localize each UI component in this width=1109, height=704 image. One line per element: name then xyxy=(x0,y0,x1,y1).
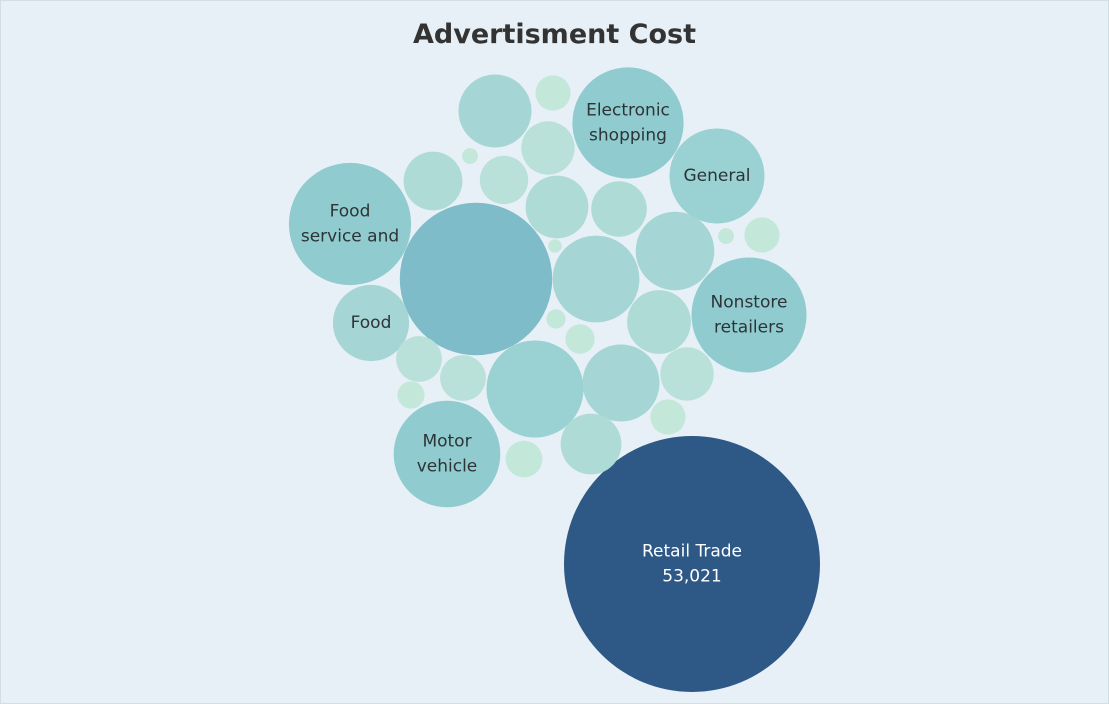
bubble[interactable]: Food service and xyxy=(288,162,412,286)
bubble[interactable] xyxy=(535,75,571,111)
bubble-circle[interactable] xyxy=(744,217,780,253)
bubble[interactable] xyxy=(399,202,553,356)
bubble[interactable] xyxy=(565,324,595,354)
bubble-circle[interactable] xyxy=(521,121,575,175)
bubble[interactable] xyxy=(505,440,543,478)
bubble-circle[interactable] xyxy=(627,290,691,354)
bubble[interactable]: Motor vehicle xyxy=(393,400,501,508)
bubble[interactable] xyxy=(486,340,584,438)
bubble[interactable]: Retail Trade 53,021 xyxy=(564,436,820,692)
bubble-circle[interactable] xyxy=(479,155,529,205)
bubble-circle[interactable] xyxy=(582,344,660,422)
bubble[interactable] xyxy=(650,399,686,435)
bubble[interactable] xyxy=(403,151,463,211)
bubble-circle[interactable] xyxy=(650,399,686,435)
bubble[interactable] xyxy=(525,175,589,239)
bubble[interactable]: General xyxy=(669,128,765,224)
bubble-label: Motor xyxy=(422,432,471,452)
bubble-label: vehicle xyxy=(417,457,478,477)
chart-title: Advertisment Cost xyxy=(413,19,696,50)
bubble-label: Food xyxy=(351,313,392,333)
bubble[interactable] xyxy=(546,309,566,329)
bubble-circle[interactable] xyxy=(669,128,765,224)
bubble[interactable] xyxy=(396,336,442,382)
bubble[interactable] xyxy=(521,121,575,175)
bubble-circle[interactable] xyxy=(565,324,595,354)
bubble-circle[interactable] xyxy=(440,355,486,401)
bubble-label: Nonstore xyxy=(711,293,788,313)
bubble-circle[interactable] xyxy=(660,347,714,401)
bubble[interactable] xyxy=(560,413,622,475)
bubble[interactable] xyxy=(718,228,734,244)
bubble[interactable]: Electronic shopping xyxy=(572,67,684,179)
bubble-label: retailers xyxy=(714,318,784,338)
bubble-label: Retail Trade xyxy=(642,542,742,562)
bubble[interactable] xyxy=(548,239,562,253)
bubble[interactable] xyxy=(440,355,486,401)
bubble[interactable]: Nonstore retailers xyxy=(691,257,807,373)
bubble-label: shopping xyxy=(589,126,667,146)
bubble-circle[interactable] xyxy=(288,162,412,286)
bubble-circle[interactable] xyxy=(564,436,820,692)
bubble[interactable] xyxy=(397,381,425,409)
bubble[interactable] xyxy=(744,217,780,253)
bubble[interactable]: Food xyxy=(332,284,410,362)
bubble[interactable] xyxy=(635,211,715,291)
bubble[interactable] xyxy=(458,74,532,148)
bubble-circle[interactable] xyxy=(591,181,647,237)
bubble-label: service and xyxy=(301,227,399,247)
bubble[interactable] xyxy=(627,290,691,354)
bubble-circle[interactable] xyxy=(458,74,532,148)
bubble-circle[interactable] xyxy=(548,239,562,253)
bubble[interactable] xyxy=(462,148,478,164)
bubble-label: 53,021 xyxy=(662,567,721,587)
bubble-circle[interactable] xyxy=(462,148,478,164)
bubble-circle[interactable] xyxy=(560,413,622,475)
bubble-circle[interactable] xyxy=(546,309,566,329)
bubble-circle[interactable] xyxy=(397,381,425,409)
bubble-circle[interactable] xyxy=(718,228,734,244)
bubble[interactable] xyxy=(591,181,647,237)
bubble-circle[interactable] xyxy=(525,175,589,239)
bubble-label: Food xyxy=(330,202,371,222)
bubble-label: Electronic xyxy=(586,101,670,121)
bubble-circle[interactable] xyxy=(635,211,715,291)
bubble-circle[interactable] xyxy=(535,75,571,111)
bubble-circle[interactable] xyxy=(486,340,584,438)
bubble-circle[interactable] xyxy=(396,336,442,382)
bubble-label: General xyxy=(684,166,751,186)
bubble-circle[interactable] xyxy=(399,202,553,356)
bubble[interactable] xyxy=(582,344,660,422)
bubble[interactable] xyxy=(552,235,640,323)
bubble-circle[interactable] xyxy=(393,400,501,508)
bubble-circle[interactable] xyxy=(332,284,410,362)
bubble[interactable] xyxy=(479,155,529,205)
bubble[interactable] xyxy=(660,347,714,401)
bubble-circle[interactable] xyxy=(552,235,640,323)
bubble-circle[interactable] xyxy=(572,67,684,179)
bubble-circle[interactable] xyxy=(691,257,807,373)
bubble-circle[interactable] xyxy=(403,151,463,211)
bubble-circle[interactable] xyxy=(505,440,543,478)
